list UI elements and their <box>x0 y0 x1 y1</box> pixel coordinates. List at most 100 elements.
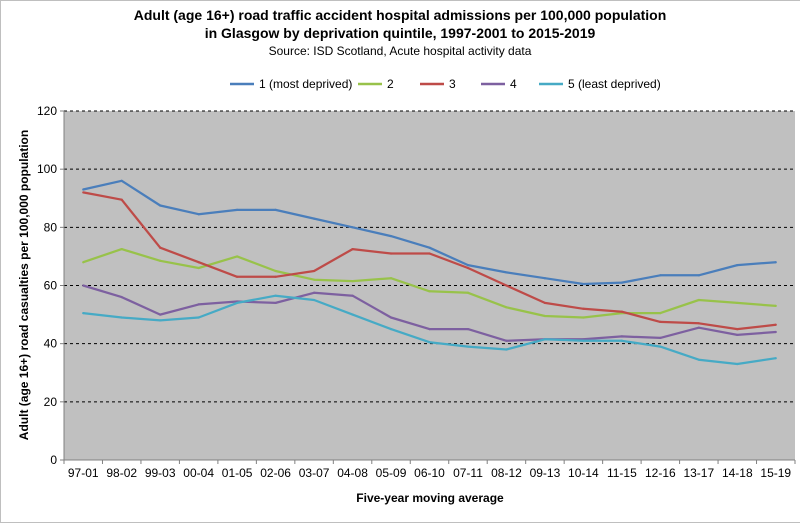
data-point <box>505 306 508 309</box>
data-point <box>697 274 700 277</box>
data-point <box>620 339 623 342</box>
data-point <box>697 322 700 325</box>
data-point <box>159 204 162 207</box>
data-point <box>505 271 508 274</box>
data-point <box>582 307 585 310</box>
data-point <box>120 248 123 251</box>
data-point <box>159 259 162 262</box>
data-point <box>505 348 508 351</box>
data-point <box>351 280 354 283</box>
data-point <box>351 226 354 229</box>
data-point <box>274 275 277 278</box>
data-point <box>159 313 162 316</box>
y-tick-label: 60 <box>44 279 58 293</box>
data-point <box>736 301 739 305</box>
legend-label-2: 2 <box>387 77 394 91</box>
data-point <box>659 274 662 277</box>
data-point <box>120 316 123 319</box>
data-point <box>389 252 393 255</box>
data-point <box>543 301 547 305</box>
data-point <box>389 277 393 280</box>
data-point <box>82 312 85 315</box>
data-point <box>428 246 431 249</box>
data-point <box>312 269 316 273</box>
data-point <box>120 296 123 299</box>
x-tick-label: 03-07 <box>299 466 330 480</box>
data-point <box>197 261 200 264</box>
x-tick-label: 99-03 <box>145 466 176 480</box>
data-point <box>312 217 316 220</box>
data-point <box>274 208 277 211</box>
data-point <box>659 312 662 315</box>
data-point <box>312 278 316 281</box>
data-point <box>659 345 662 348</box>
data-point <box>466 345 470 348</box>
data-point <box>543 338 547 341</box>
chart-subtitle: Source: ISD Scotland, Acute hospital act… <box>269 44 532 58</box>
y-tick-label: 40 <box>44 337 58 351</box>
data-point <box>466 328 470 331</box>
data-point <box>351 313 354 316</box>
data-point <box>620 335 623 338</box>
data-point <box>428 328 431 331</box>
data-point <box>582 316 585 319</box>
data-point <box>197 213 200 216</box>
x-tick-label: 02-06 <box>260 466 291 480</box>
data-point <box>82 191 85 194</box>
x-tick-label: 04-08 <box>337 466 368 480</box>
legend: 1 (most deprived) 2 3 4 5 (least deprived) <box>230 77 661 91</box>
x-tick-label: 13-17 <box>683 466 714 480</box>
data-point <box>197 316 200 319</box>
data-point <box>620 310 623 313</box>
y-axis-title: Adult (age 16+) road casualties per 100,… <box>17 130 31 440</box>
y-tick-label: 120 <box>37 104 57 118</box>
x-tick-label: 06-10 <box>414 466 445 480</box>
data-point <box>697 358 700 361</box>
x-tick-label: 05-09 <box>376 466 407 480</box>
data-point <box>236 301 239 305</box>
data-point <box>582 339 585 342</box>
data-point <box>736 264 739 267</box>
legend-label-3: 3 <box>449 77 456 91</box>
data-point <box>82 284 85 287</box>
x-tick-label: 11-15 <box>607 466 637 480</box>
data-point <box>120 179 123 182</box>
data-point <box>774 261 777 264</box>
chart-title-line1: Adult (age 16+) road traffic accident ho… <box>134 7 667 23</box>
data-point <box>774 304 777 307</box>
y-tick-label: 80 <box>44 220 58 234</box>
data-point <box>120 198 123 201</box>
data-point <box>274 301 277 305</box>
x-tick-label: 01-05 <box>222 466 253 480</box>
data-point <box>466 291 470 294</box>
series-layer <box>82 179 777 366</box>
x-tick-label: 12-16 <box>645 466 676 480</box>
legend-label-4: 4 <box>510 77 517 91</box>
data-point <box>774 323 777 326</box>
data-point <box>697 298 700 302</box>
data-point <box>505 339 508 342</box>
y-tick-label: 20 <box>44 395 58 409</box>
data-point <box>236 255 239 258</box>
data-point <box>351 248 354 251</box>
data-point <box>543 314 547 318</box>
data-point <box>274 294 277 297</box>
y-tick-label: 100 <box>37 162 57 176</box>
data-point <box>351 294 354 297</box>
data-point <box>774 330 777 334</box>
data-point <box>466 266 470 270</box>
data-point <box>466 264 470 267</box>
axes: 0 20 40 60 80 100 120 97-01 98-02 99-03 00-04 01-05… <box>37 104 796 480</box>
gridlines <box>64 110 795 403</box>
data-point <box>236 275 239 278</box>
data-point <box>159 319 162 322</box>
data-point <box>197 266 200 270</box>
data-point <box>389 328 393 331</box>
x-tick-label: 08-12 <box>491 466 522 480</box>
data-point <box>274 269 277 273</box>
data-point <box>82 261 85 264</box>
data-point <box>697 326 700 329</box>
data-point <box>82 188 85 191</box>
x-tick-label: 15-19 <box>760 466 791 480</box>
